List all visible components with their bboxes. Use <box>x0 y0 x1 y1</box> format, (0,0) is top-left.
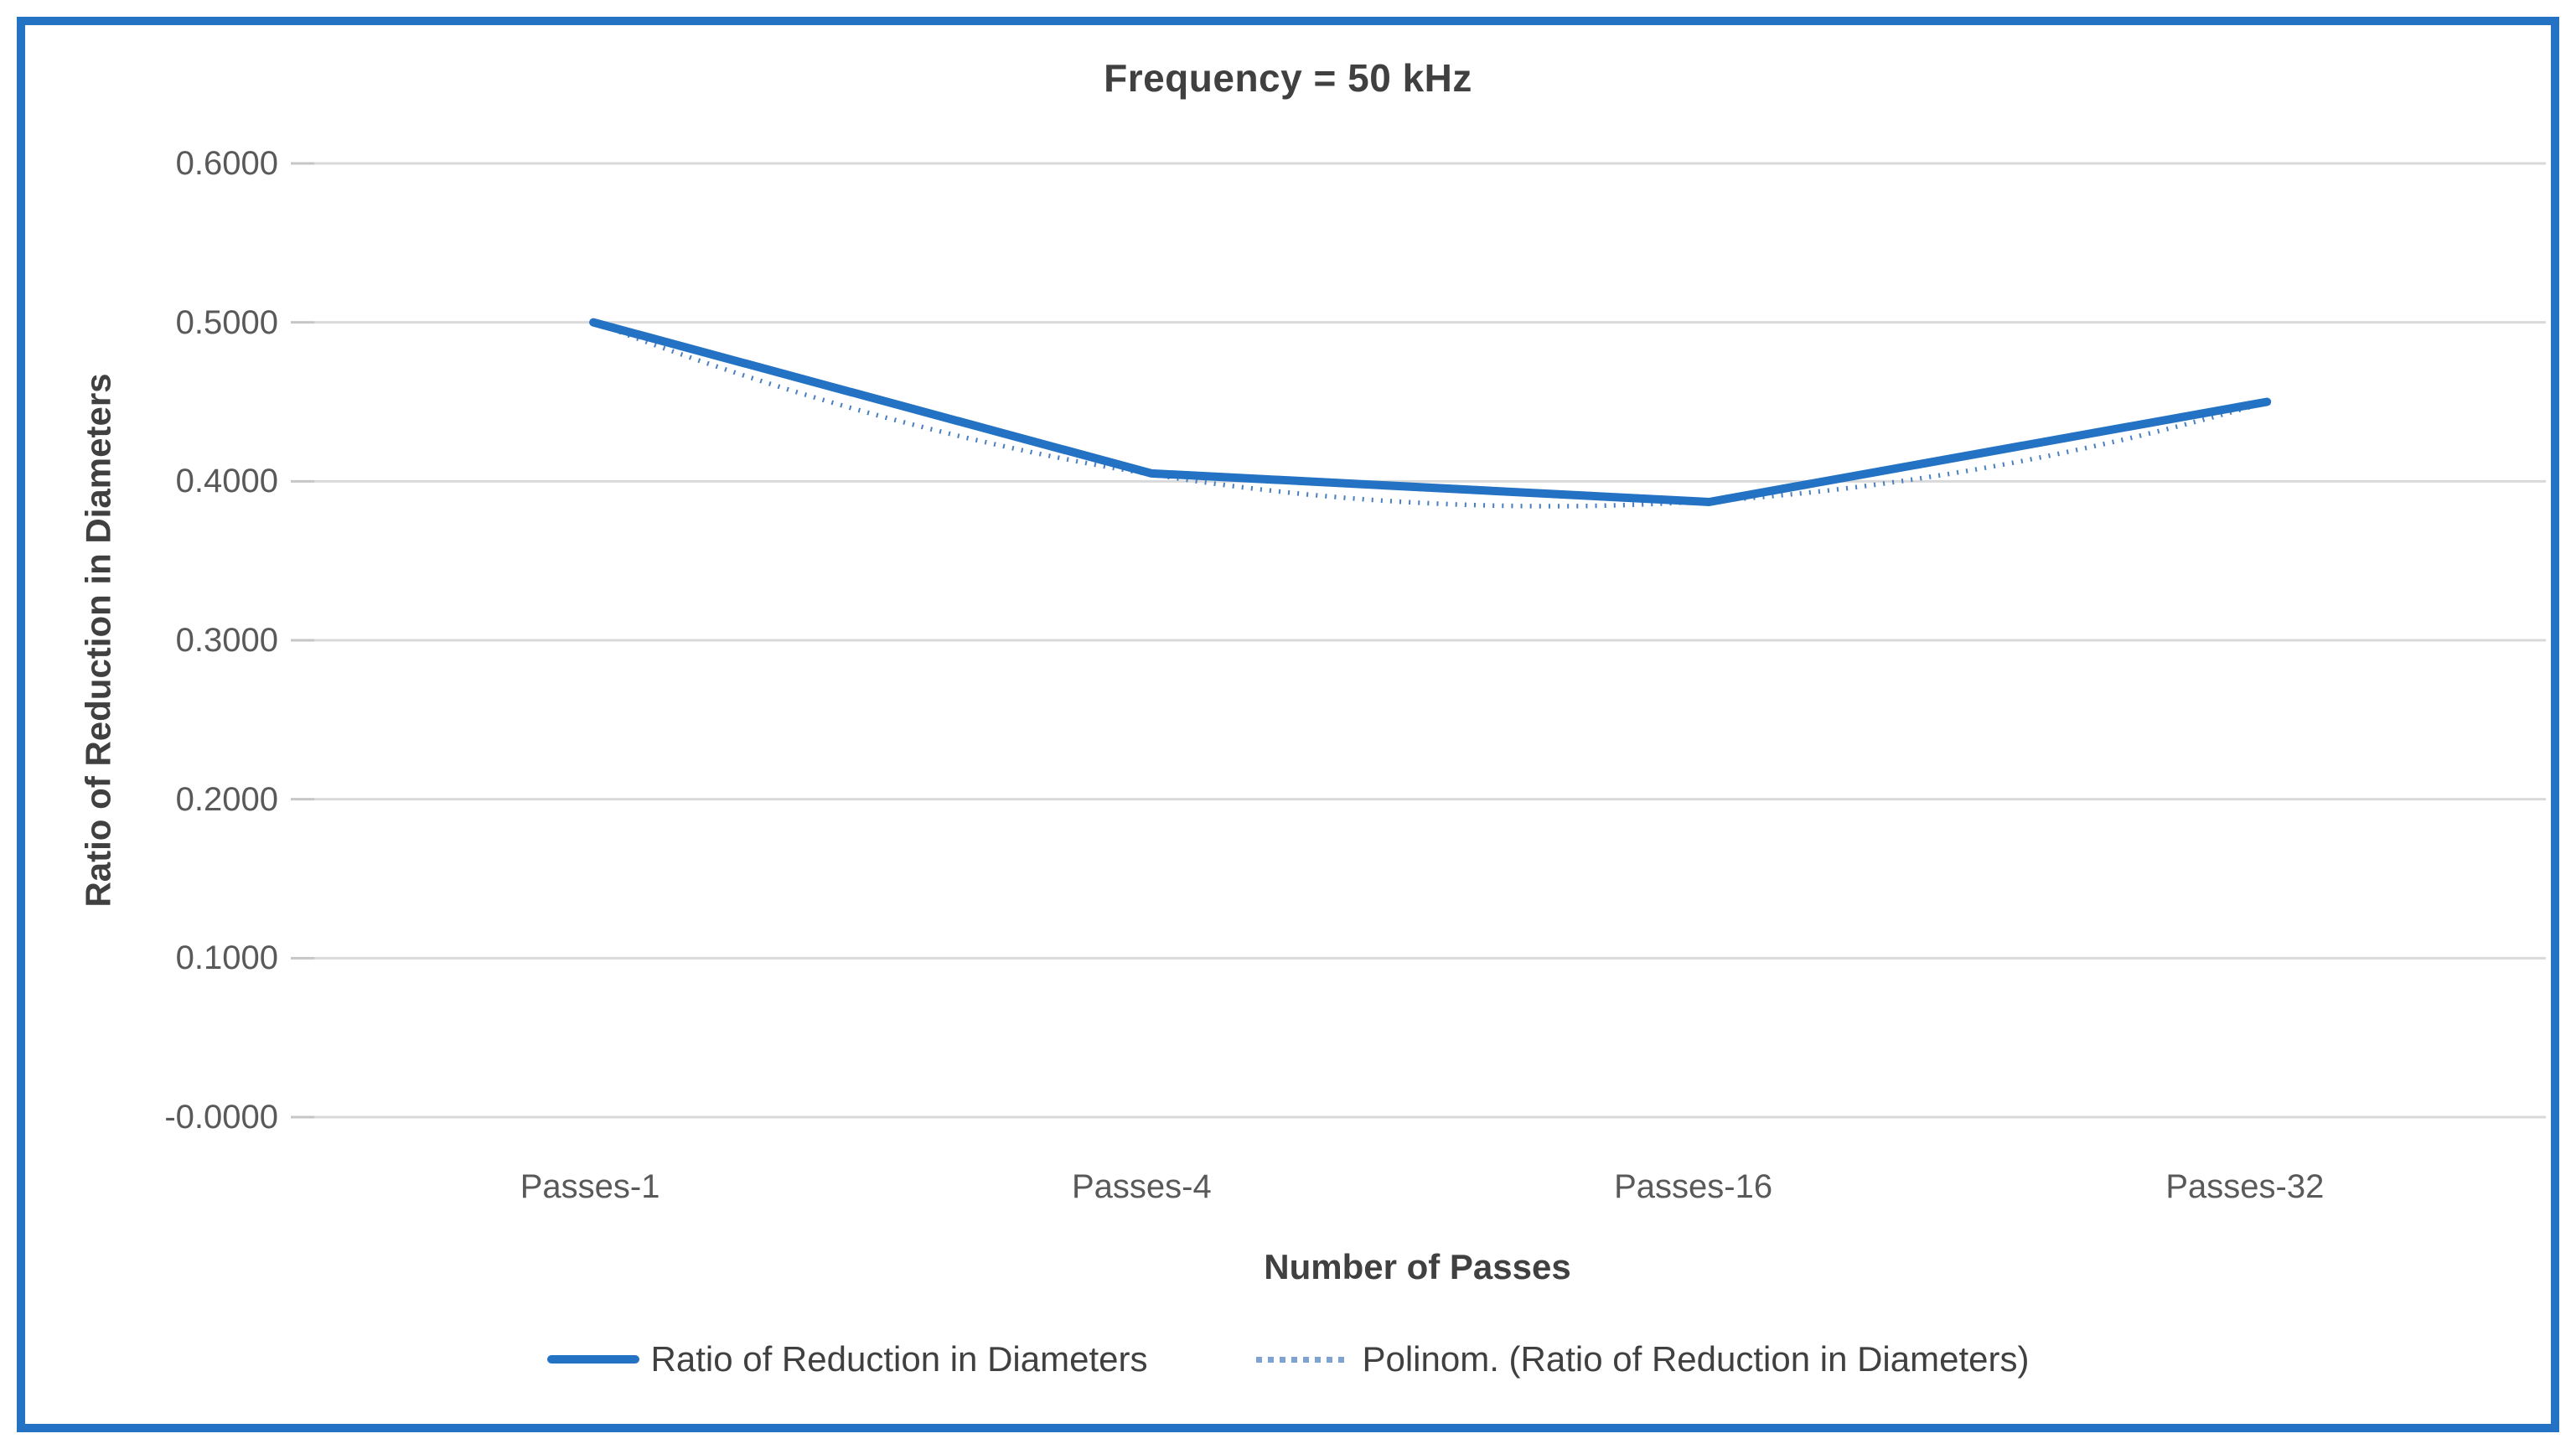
y-tick-label: 0.1000 <box>175 939 278 977</box>
x-category-label: Passes-4 <box>1072 1168 1212 1205</box>
x-category-label: Passes-16 <box>1614 1168 1773 1205</box>
y-tick-label: -0.0000 <box>164 1099 278 1136</box>
series-line-solid <box>589 318 2272 506</box>
y-tick-label: 0.3000 <box>175 622 278 659</box>
x-category-label: Passes-32 <box>2165 1168 2325 1205</box>
legend-item-series: Ratio of Reduction in Diameters <box>546 1339 1148 1379</box>
legend-item-label: Ratio of Reduction in Diameters <box>650 1339 1148 1379</box>
legend-item-label: Polinom. (Ratio of Reduction in Diameter… <box>1362 1339 2030 1379</box>
y-tick-label: 0.2000 <box>175 780 278 818</box>
plot-area <box>291 162 2546 1119</box>
legend: Ratio of Reduction in Diameters Polinom.… <box>0 1339 2576 1379</box>
legend-item-trendline: Polinom. (Ratio of Reduction in Diameter… <box>1256 1339 2029 1379</box>
x-category-label: Passes-1 <box>520 1168 660 1205</box>
y-tick-label: 0.6000 <box>175 145 278 182</box>
y-axis-tick-marks <box>291 162 315 1119</box>
y-tick-label: 0.4000 <box>175 463 278 500</box>
legend-solid-line-sample <box>546 1355 639 1364</box>
y-tick-label: 0.5000 <box>175 303 278 341</box>
x-axis-title: Number of Passes <box>1264 1247 1571 1286</box>
chart-frame <box>17 17 2559 1432</box>
legend-dotted-line-sample <box>1256 1356 1351 1363</box>
gridlines <box>314 162 2546 1119</box>
chart-title: Frequency = 50 kHz <box>1104 56 1472 100</box>
trendline-dotted <box>592 319 2268 509</box>
